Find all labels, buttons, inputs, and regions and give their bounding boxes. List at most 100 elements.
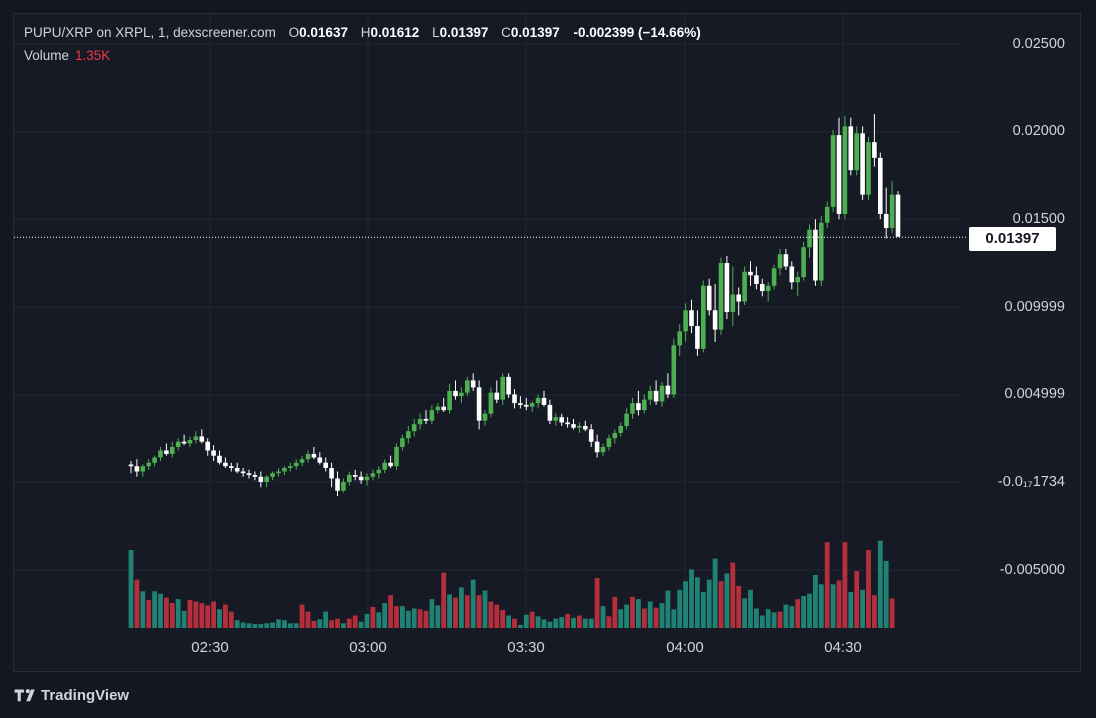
volume-bar: [211, 601, 216, 628]
volume-bar: [872, 595, 877, 628]
volume-bar: [252, 624, 258, 628]
candle-body: [559, 417, 564, 423]
low-key: L: [432, 25, 440, 40]
volume-bar: [689, 569, 694, 628]
candle-body: [671, 345, 677, 395]
candle-body: [423, 418, 429, 421]
symbol-title: PUPU/XRP on XRPL, 1, dexscreener.com: [24, 25, 276, 40]
candle-body: [642, 399, 647, 411]
volume-bar: [476, 595, 482, 628]
volume-bar: [299, 604, 305, 628]
chart-pane[interactable]: [13, 13, 1081, 672]
volume-bar: [364, 613, 370, 628]
volume-bar: [700, 592, 706, 628]
volume-bar: [730, 562, 736, 628]
volume-bar: [405, 610, 411, 628]
candle-body: [789, 266, 795, 283]
candle-body: [760, 284, 765, 292]
volume-bar: [742, 598, 747, 628]
volume-bar: [559, 617, 565, 628]
candle-body: [146, 462, 151, 467]
candle-body: [730, 294, 736, 313]
candle-body: [453, 390, 458, 397]
candle-body: [512, 394, 517, 404]
candle-body: [293, 462, 299, 467]
candle-body: [842, 126, 848, 214]
volume-bar: [234, 620, 240, 628]
volume-bar: [535, 616, 541, 628]
volume-bar: [140, 591, 146, 628]
candle-body: [447, 390, 452, 411]
volume-bar: [577, 615, 582, 628]
y-tick-label: 0.01500: [1012, 211, 1065, 227]
candle-body: [718, 263, 724, 330]
candle-body: [636, 403, 641, 411]
candle-body: [895, 194, 901, 237]
candle-body: [819, 222, 824, 281]
candle-body: [535, 397, 541, 404]
volume-bar: [223, 604, 228, 628]
candle-body: [541, 397, 547, 405]
candle-body: [577, 425, 582, 428]
volume-bar: [293, 623, 299, 628]
volume-bar: [435, 605, 441, 628]
volume-bar: [647, 601, 653, 628]
volume-bar: [470, 579, 476, 628]
volume-bar: [323, 611, 329, 628]
candle-body: [229, 466, 234, 468]
volume-bar: [771, 612, 777, 628]
candle-body: [500, 376, 505, 400]
candle-body: [612, 432, 618, 439]
volume-bar: [276, 619, 281, 628]
candle-body: [706, 285, 712, 311]
volume-bar: [712, 558, 718, 628]
symbol-legend: PUPU/XRP on XRPL, 1, dexscreener.com O0.…: [24, 25, 701, 40]
y-tick-label: 0.009999: [1004, 299, 1065, 315]
candle-body: [217, 455, 222, 463]
candle-body: [270, 473, 275, 477]
volume-bar: [748, 589, 753, 628]
candle-body: [765, 285, 771, 292]
candle-body: [689, 310, 694, 327]
volume-bar: [665, 590, 671, 628]
candle-body: [736, 294, 741, 302]
volume-bar: [889, 598, 895, 628]
candle-body: [883, 213, 889, 228]
candle-body: [801, 247, 806, 278]
candle-body: [364, 476, 370, 481]
candle-body: [258, 476, 264, 482]
volume-bar: [305, 611, 311, 628]
candle-body: [388, 462, 393, 467]
volume-bar: [287, 623, 293, 628]
candle-body: [494, 392, 500, 400]
volume-bar: [388, 595, 393, 628]
y-tick-label: 0.02000: [1012, 123, 1065, 139]
volume-bar: [724, 573, 730, 628]
volume-bar: [464, 595, 470, 628]
candle-body: [824, 206, 830, 223]
volume-bar: [217, 609, 222, 628]
volume-bar: [311, 620, 317, 628]
volume-bar: [228, 611, 234, 628]
tradingview-brand[interactable]: TradingView: [13, 685, 129, 705]
volume-bar: [187, 599, 193, 628]
candle-body: [128, 464, 134, 467]
candle-body: [411, 424, 417, 432]
candle-body: [878, 157, 883, 214]
candle-body: [630, 403, 635, 414]
candle-body: [282, 467, 287, 472]
candle-body: [352, 474, 358, 477]
candle-body: [677, 331, 682, 346]
x-tick-label: 04:00: [666, 639, 704, 656]
volume-bar: [169, 603, 175, 628]
candle-body: [600, 446, 606, 453]
candle-body: [311, 453, 317, 458]
y-tick-label: 0.02500: [1012, 36, 1065, 52]
candle-body: [435, 406, 441, 411]
brand-name: TradingView: [41, 686, 130, 704]
candle-body: [889, 194, 895, 228]
volume-bar: [653, 607, 659, 628]
volume-bar: [571, 617, 576, 628]
volume-bar: [400, 606, 405, 628]
